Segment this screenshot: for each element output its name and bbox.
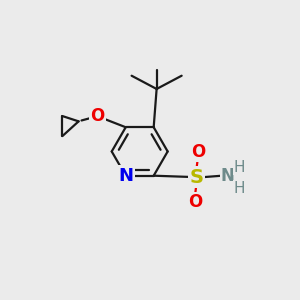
Text: O: O [188,193,202,211]
Text: H: H [234,160,245,175]
Text: O: O [91,107,105,125]
Text: N: N [220,167,234,185]
Text: H: H [234,181,245,196]
Text: O: O [191,143,205,161]
Text: S: S [189,168,203,187]
Text: N: N [118,167,133,185]
